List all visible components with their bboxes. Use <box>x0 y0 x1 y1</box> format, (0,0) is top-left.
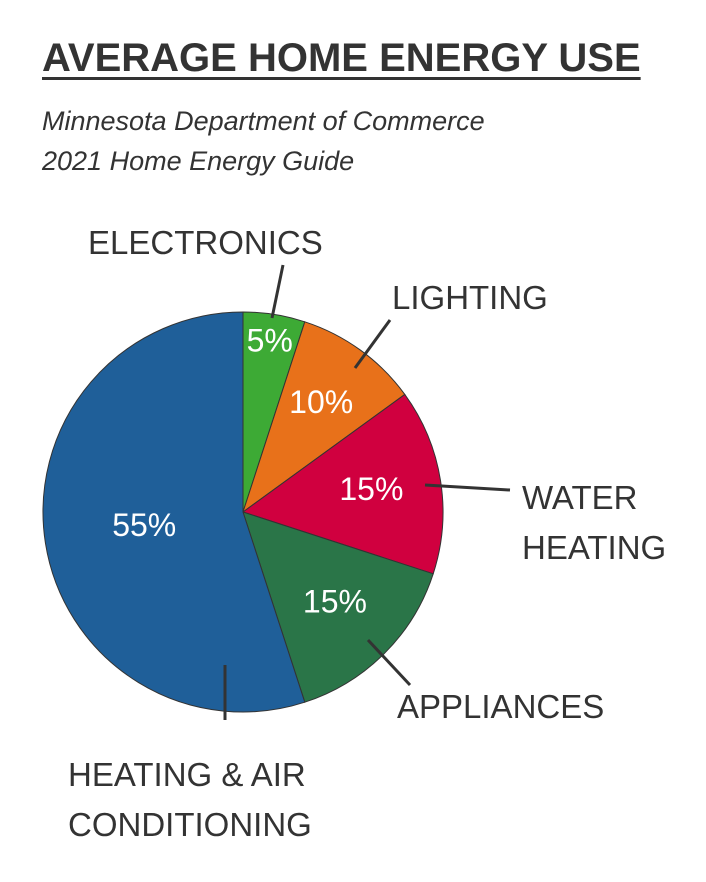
leader-line <box>353 319 392 369</box>
value-label: 55% <box>112 507 176 543</box>
category-label: ELECTRONICS <box>88 224 323 261</box>
pie-slice <box>242 321 406 514</box>
pie-slice <box>241 393 444 575</box>
subtitle: Minnesota Department of Commerce <box>42 106 485 136</box>
chart-title: AVERAGE HOME ENERGY USE <box>42 36 641 80</box>
category-label: APPLIANCES <box>397 688 605 725</box>
leader-line <box>366 638 412 687</box>
value-label: 5% <box>247 323 293 359</box>
category-label: WATER HEATING <box>522 479 667 566</box>
leader-line <box>270 264 285 319</box>
pie-slice <box>42 311 306 713</box>
value-label: 10% <box>289 384 353 420</box>
category-label: LIGHTING <box>392 279 548 316</box>
subtitle: 2021 Home Energy Guide <box>42 146 355 176</box>
leader-line <box>424 483 511 492</box>
value-label: 15% <box>303 583 367 619</box>
category-label: HEATING & AIR CONDITIONING <box>68 756 312 843</box>
pie-slice <box>242 511 434 703</box>
value-label: 15% <box>339 471 403 507</box>
